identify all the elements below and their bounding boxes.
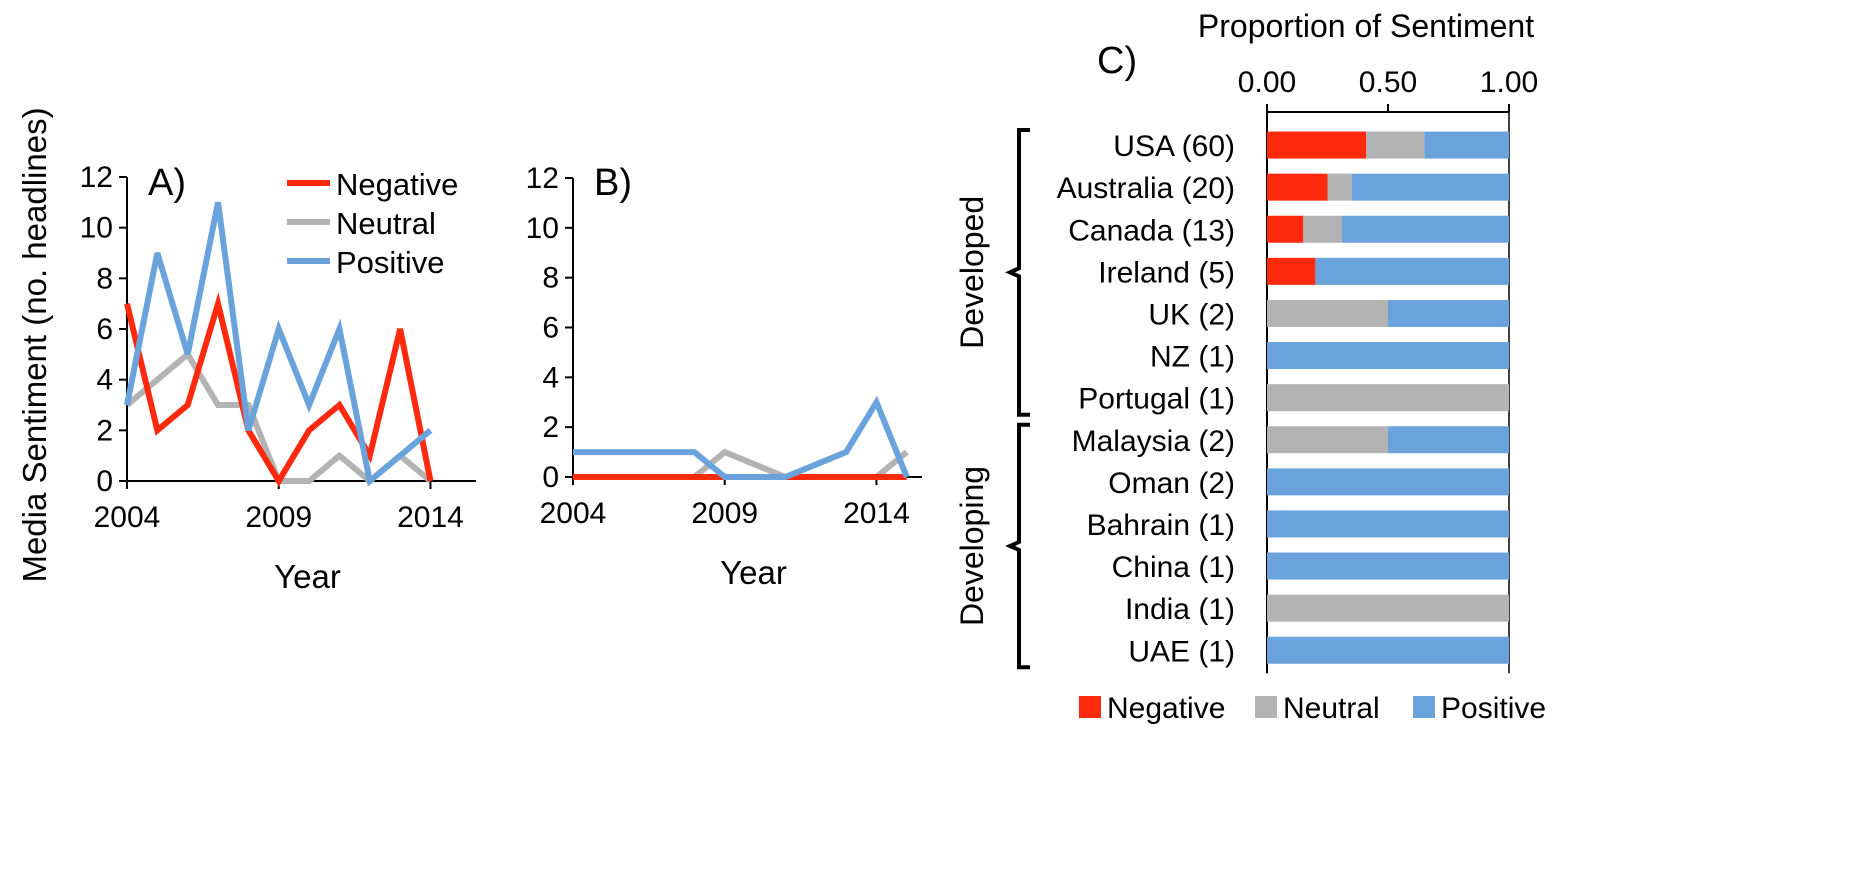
bar-segment-negative xyxy=(1267,215,1304,243)
x-tick-label: 2014 xyxy=(843,497,910,530)
bar-segment-positive xyxy=(1267,468,1509,496)
group-label: Developing xyxy=(954,466,990,626)
category-label: USA (60) xyxy=(1113,130,1235,163)
x-tick-label: 2009 xyxy=(245,501,312,534)
bar-segment-positive xyxy=(1315,257,1509,285)
y-tick-label: 12 xyxy=(526,162,559,195)
x-axis-title: Year xyxy=(274,558,341,595)
y-tick-label: 10 xyxy=(526,212,559,245)
legend-swatch-negative xyxy=(1079,696,1101,718)
group-bracket xyxy=(1005,422,1030,670)
legend-label-neutral: Neutral xyxy=(336,206,436,241)
y-axis-title: Media Sentiment (no. headlines) xyxy=(16,107,53,582)
bar-segment-neutral xyxy=(1267,299,1388,327)
panel-c-stacked-bar-chart: Proportion of Sentiment C) 0.00 0.50 1.00 USA… xyxy=(954,8,1546,725)
x-tick-label: 2014 xyxy=(397,501,464,534)
bar-segment-neutral xyxy=(1327,173,1352,201)
series-line-positive xyxy=(573,395,910,480)
legend-label-negative: Negative xyxy=(1107,692,1225,725)
bar-segment-neutral xyxy=(1366,131,1425,159)
category-label: India (1) xyxy=(1125,593,1235,626)
series-line-positive xyxy=(124,201,433,487)
y-tick-label: 12 xyxy=(80,161,113,194)
category-label: Ireland (5) xyxy=(1098,256,1235,289)
legend-label-positive: Positive xyxy=(336,245,445,280)
category-label: Australia (20) xyxy=(1057,172,1235,205)
bar-segment-positive xyxy=(1424,131,1509,159)
bar-segment-neutral xyxy=(1267,384,1509,412)
series-line-negative xyxy=(124,292,434,487)
legend-swatch-positive xyxy=(1413,696,1435,718)
y-tick-label: 0 xyxy=(96,465,113,498)
x-tick-label: 0.00 xyxy=(1238,66,1296,99)
bar-segment-positive xyxy=(1342,215,1509,243)
chart-title: Proportion of Sentiment xyxy=(1198,8,1534,44)
bar-segment-positive xyxy=(1351,173,1509,201)
y-tick-label: 4 xyxy=(542,361,559,394)
panel-a-line-chart: 0 2 4 6 8 10 12 2004 2009 2014 A) Year Media Sentime… xyxy=(16,107,476,595)
y-tick-label: 6 xyxy=(96,313,113,346)
bar-segment-positive xyxy=(1267,342,1509,370)
bar-segment-positive xyxy=(1267,552,1509,580)
x-tick-label: 1.00 xyxy=(1480,66,1538,99)
panel-label: C) xyxy=(1097,40,1137,82)
category-label: UAE (1) xyxy=(1128,635,1235,668)
y-tick-label: 8 xyxy=(542,262,559,295)
bar-segment-positive xyxy=(1388,299,1509,327)
bar-segment-negative xyxy=(1267,131,1367,159)
y-tick-label: 10 xyxy=(80,212,113,245)
category-label: Canada (13) xyxy=(1068,214,1235,247)
y-tick-label: 2 xyxy=(96,414,113,447)
category-label: China (1) xyxy=(1112,551,1235,584)
bar-segment-negative xyxy=(1267,257,1316,285)
category-label: UK (2) xyxy=(1148,298,1235,331)
x-tick-label: 0.50 xyxy=(1359,66,1417,99)
bar-segment-positive xyxy=(1388,426,1509,454)
y-tick-label: 8 xyxy=(96,262,113,295)
bar-segment-positive xyxy=(1267,510,1509,538)
group-bracket xyxy=(1005,128,1030,417)
category-label: Oman (2) xyxy=(1108,467,1235,500)
panel-label: B) xyxy=(594,162,632,204)
legend-label-neutral: Neutral xyxy=(1283,692,1380,725)
category-label: Bahrain (1) xyxy=(1087,509,1235,542)
bar-segment-neutral xyxy=(1303,215,1343,243)
legend-label-negative: Negative xyxy=(336,167,458,202)
bar-segment-neutral xyxy=(1267,594,1509,622)
legend-label-positive: Positive xyxy=(1441,692,1546,725)
legend-swatch-neutral xyxy=(1255,696,1277,718)
category-label: NZ (1) xyxy=(1150,341,1235,374)
panel-b-line-chart: 0 2 4 6 8 10 12 2004 2009 2014 B) Year xyxy=(526,162,922,591)
category-label: Malaysia (2) xyxy=(1072,425,1235,458)
category-label: Portugal (1) xyxy=(1078,383,1235,416)
y-tick-label: 6 xyxy=(542,312,559,345)
bar-segment-positive xyxy=(1267,636,1509,664)
x-axis-title: Year xyxy=(720,554,787,591)
panel-label: A) xyxy=(148,162,186,204)
x-tick-label: 2004 xyxy=(540,497,607,530)
y-tick-label: 0 xyxy=(542,461,559,494)
bar-segment-neutral xyxy=(1267,426,1388,454)
bar-segment-negative xyxy=(1267,173,1328,201)
group-label: Developed xyxy=(954,196,990,349)
y-tick-label: 4 xyxy=(96,364,113,397)
series-line-neutral xyxy=(573,448,909,480)
y-tick-label: 2 xyxy=(542,411,559,444)
x-tick-label: 2004 xyxy=(94,501,161,534)
x-tick-label: 2009 xyxy=(691,497,758,530)
